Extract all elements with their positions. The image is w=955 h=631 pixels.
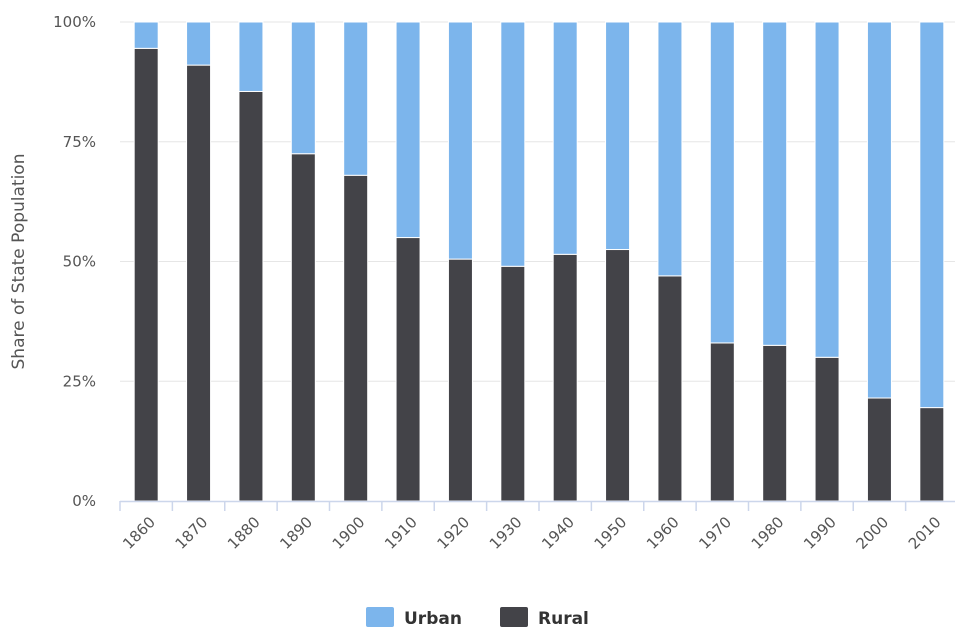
bar-group-1960 <box>657 21 683 502</box>
bar-urban-1970[interactable] <box>709 21 735 344</box>
legend-swatch-rural <box>500 607 528 627</box>
y-tick-label: 25% <box>63 372 96 390</box>
bar-group-1940 <box>552 21 578 502</box>
bar-rural-2000[interactable] <box>866 397 892 502</box>
x-tick-label: 1960 <box>643 513 683 553</box>
x-tick-label: 1890 <box>276 513 316 553</box>
bar-urban-1920[interactable] <box>447 21 473 260</box>
x-tick-label: 1970 <box>695 513 735 553</box>
y-tick-label: 100% <box>53 13 96 31</box>
x-tick-label: 1900 <box>329 513 369 553</box>
bar-group-1880 <box>238 21 264 502</box>
legend-label: Urban <box>404 609 462 629</box>
x-tick-label: 1940 <box>538 513 578 553</box>
legend-item-rural[interactable]: Rural <box>500 607 589 629</box>
bar-urban-1880[interactable] <box>238 21 264 92</box>
bar-group-1890 <box>290 21 316 502</box>
legend-swatch-urban <box>366 607 394 627</box>
bar-urban-1960[interactable] <box>657 21 683 277</box>
bar-group-1920 <box>447 21 473 502</box>
bar-rural-1920[interactable] <box>447 258 473 502</box>
legend-label: Rural <box>538 609 589 629</box>
bar-urban-2010[interactable] <box>919 21 945 409</box>
bar-group-1950 <box>605 21 631 502</box>
bar-urban-1930[interactable] <box>500 21 526 267</box>
bar-rural-1950[interactable] <box>605 249 631 502</box>
x-tick-label: 1880 <box>224 513 264 553</box>
bar-urban-1870[interactable] <box>186 21 212 66</box>
bars <box>133 21 945 502</box>
bar-rural-1870[interactable] <box>186 64 212 502</box>
bar-rural-1930[interactable] <box>500 265 526 502</box>
bar-rural-1910[interactable] <box>395 237 421 502</box>
bar-urban-1890[interactable] <box>290 21 316 155</box>
bar-urban-1900[interactable] <box>343 21 369 176</box>
bar-rural-1890[interactable] <box>290 153 316 502</box>
bar-group-1930 <box>500 21 526 502</box>
bar-group-2000 <box>866 21 892 502</box>
x-axis-tick-labels: 1860 1870 1880 1890 1900 1910 1920 1930 1940 1950… <box>119 513 944 553</box>
bar-group-1900 <box>343 21 369 502</box>
bar-urban-1950[interactable] <box>605 21 631 251</box>
x-tick-label: 1980 <box>748 513 788 553</box>
x-tick-label: 1950 <box>591 513 631 553</box>
bar-urban-1910[interactable] <box>395 21 421 239</box>
axes <box>119 500 955 511</box>
bar-group-2010 <box>919 21 945 502</box>
y-axis-tick-labels: 0% 25% 50% 75% 100% <box>53 13 96 510</box>
bar-rural-1990[interactable] <box>814 356 840 502</box>
x-tick-label: 1930 <box>486 513 526 553</box>
bar-rural-1880[interactable] <box>238 90 264 502</box>
bar-urban-1980[interactable] <box>762 21 788 346</box>
x-tick-label: 1860 <box>119 513 159 553</box>
bar-rural-1980[interactable] <box>762 344 788 502</box>
bar-group-1860 <box>133 21 159 502</box>
bar-urban-2000[interactable] <box>866 21 892 399</box>
bar-rural-1860[interactable] <box>133 47 159 502</box>
bar-rural-1970[interactable] <box>709 342 735 502</box>
bar-group-1910 <box>395 21 421 502</box>
x-tick-label: 2010 <box>905 513 945 553</box>
bar-urban-1940[interactable] <box>552 21 578 255</box>
x-tick-label: 2000 <box>853 513 893 553</box>
bar-group-1870 <box>186 21 212 502</box>
x-tick-label: 1990 <box>800 513 840 553</box>
y-tick-label: 0% <box>72 492 96 510</box>
y-tick-label: 50% <box>63 253 96 271</box>
bar-group-1990 <box>814 21 840 502</box>
bar-rural-1900[interactable] <box>343 174 369 502</box>
bar-rural-1960[interactable] <box>657 275 683 502</box>
y-tick-label: 75% <box>63 133 96 151</box>
x-tick-label: 1910 <box>381 513 421 553</box>
bar-group-1980 <box>762 21 788 502</box>
x-tick-label: 1870 <box>172 513 212 553</box>
bar-urban-1860[interactable] <box>133 21 159 49</box>
bar-rural-2010[interactable] <box>919 407 945 502</box>
bar-rural-1940[interactable] <box>552 253 578 502</box>
bar-urban-1990[interactable] <box>814 21 840 358</box>
bar-group-1970 <box>709 21 735 502</box>
legend[interactable]: Urban Rural <box>366 607 589 629</box>
y-axis-title: Share of State Population <box>9 154 29 370</box>
x-tick-label: 1920 <box>434 513 474 553</box>
legend-item-urban[interactable]: Urban <box>366 607 462 629</box>
